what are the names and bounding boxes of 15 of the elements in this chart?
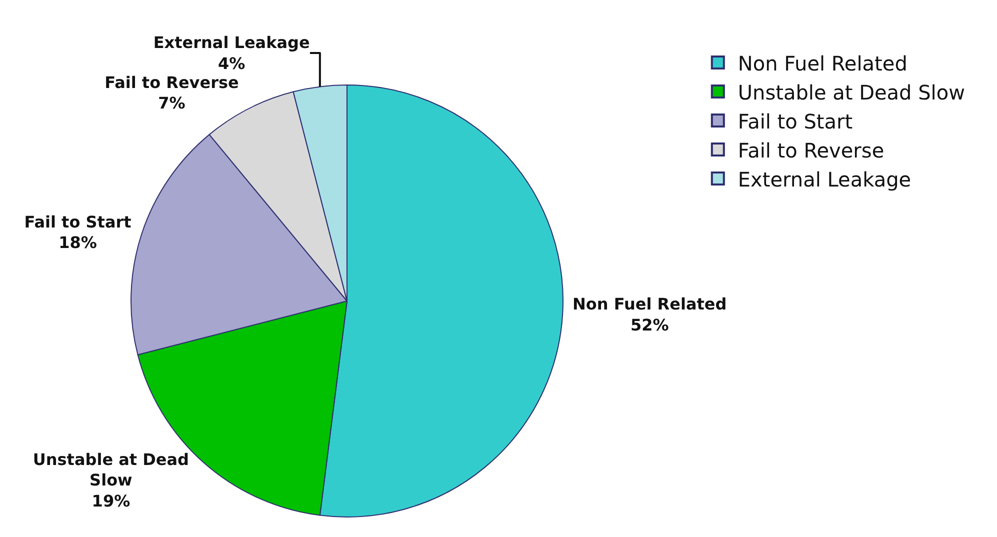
data-label: 19%	[92, 491, 130, 510]
slice-label: Fail to Start	[24, 212, 132, 232]
slice-label: Non Fuel Related	[572, 294, 727, 314]
slice-label: External Leakage	[153, 33, 310, 52]
slice-label: Unstable at Dead Slow	[32, 450, 190, 490]
legend-label: External Leakage	[738, 167, 912, 192]
data-label: 18%	[58, 233, 97, 252]
legend-label: Fail to Reverse	[738, 138, 884, 162]
data-label: 52%	[630, 316, 669, 335]
legend-label: Fail to Start	[738, 109, 853, 134]
legend-label: Non Fuel Related	[738, 51, 908, 76]
slice-label: Fail to Reverse	[104, 72, 239, 92]
legend-label: Unstable at Dead Slow	[738, 80, 965, 104]
data-label: 7%	[158, 94, 186, 113]
data-label: 4%	[218, 54, 246, 73]
